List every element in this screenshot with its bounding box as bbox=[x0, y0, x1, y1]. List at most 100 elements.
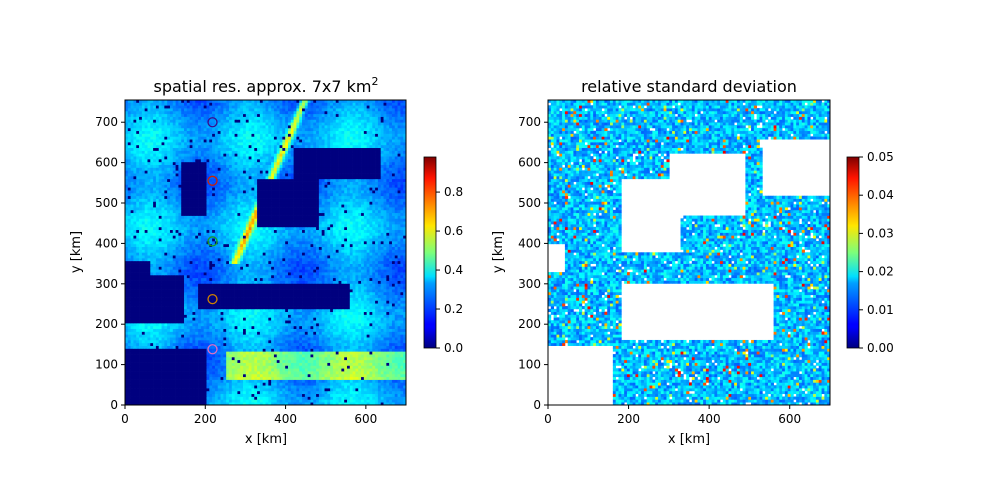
heatmap-cell bbox=[397, 342, 401, 346]
heatmap-cell bbox=[248, 334, 252, 338]
heatmap-cell bbox=[150, 277, 154, 281]
heatmap-cell bbox=[243, 362, 247, 366]
heatmap-cell bbox=[355, 373, 359, 378]
heatmap-cell bbox=[186, 269, 190, 273]
heatmap-cell bbox=[226, 382, 230, 386]
heatmap-cell bbox=[372, 283, 376, 287]
heatmap-cell bbox=[361, 325, 365, 329]
heatmap-cell bbox=[203, 294, 207, 298]
chart-title-left: spatial res. approx. 7x7 km2 bbox=[154, 75, 379, 96]
heatmap-cell bbox=[167, 342, 171, 346]
heatmap-cell bbox=[209, 331, 213, 335]
heatmap-cell bbox=[169, 320, 174, 324]
heatmap-cell bbox=[231, 354, 235, 358]
heatmap-cell bbox=[302, 399, 306, 403]
heatmap-cell bbox=[164, 263, 168, 267]
heatmap-cell bbox=[164, 272, 168, 276]
heatmap-cell bbox=[212, 274, 216, 279]
heatmap-cell bbox=[172, 339, 176, 344]
heatmap-cell bbox=[181, 339, 185, 344]
heatmap-cell bbox=[307, 277, 311, 281]
heatmap-cell bbox=[212, 272, 216, 276]
heatmap-cell bbox=[243, 337, 247, 341]
heatmap-cell bbox=[158, 291, 162, 296]
heatmap-cell bbox=[389, 339, 393, 344]
heatmap-cell bbox=[169, 354, 174, 358]
heatmap-cell bbox=[386, 345, 390, 349]
heatmap-cell bbox=[257, 300, 261, 304]
heatmap-cell bbox=[206, 274, 210, 279]
heatmap-cell bbox=[203, 371, 207, 375]
heatmap-cell bbox=[139, 339, 143, 344]
heatmap-cell bbox=[293, 300, 297, 304]
heatmap-cell bbox=[136, 371, 140, 375]
heatmap-cell bbox=[273, 337, 278, 341]
heatmap-cell bbox=[226, 356, 230, 361]
heatmap-cell bbox=[397, 345, 401, 349]
heatmap-cell bbox=[217, 345, 221, 349]
heatmap-cell bbox=[389, 274, 393, 279]
heatmap-cell bbox=[251, 342, 255, 346]
heatmap-cell bbox=[394, 382, 398, 386]
heatmap-cell bbox=[209, 362, 213, 366]
heatmap-cell bbox=[310, 308, 314, 313]
heatmap-cell bbox=[296, 339, 300, 344]
heatmap-cell bbox=[310, 320, 314, 324]
heatmap-cell bbox=[304, 334, 308, 338]
heatmap-cell bbox=[125, 399, 129, 403]
heatmap-cell bbox=[268, 314, 272, 318]
heatmap-cell bbox=[290, 283, 294, 287]
heatmap-cell bbox=[200, 337, 205, 341]
heatmap-cell bbox=[324, 274, 328, 279]
heatmap-cell bbox=[259, 388, 264, 392]
heatmap-cell bbox=[184, 393, 188, 397]
heatmap-cell bbox=[389, 345, 393, 349]
heatmap-cell bbox=[133, 297, 137, 301]
heatmap-cell bbox=[369, 362, 373, 366]
heatmap-cell bbox=[237, 356, 241, 361]
heatmap-cell bbox=[313, 269, 317, 273]
heatmap-cell bbox=[237, 339, 241, 344]
heatmap-cell bbox=[363, 359, 368, 363]
heatmap-cell bbox=[245, 365, 249, 369]
heatmap-cell bbox=[136, 385, 140, 389]
heatmap-cell bbox=[355, 382, 359, 386]
heatmap-cell bbox=[316, 365, 320, 369]
heatmap-cell bbox=[330, 283, 334, 287]
heatmap-cell bbox=[164, 320, 168, 324]
heatmap-cell bbox=[403, 345, 406, 349]
heatmap-cell bbox=[394, 365, 398, 369]
heatmap-cell bbox=[127, 325, 131, 329]
heatmap-cell bbox=[155, 300, 160, 304]
heatmap-cell bbox=[259, 371, 264, 375]
heatmap-cell bbox=[189, 390, 193, 395]
heatmap-cell bbox=[318, 328, 323, 332]
heatmap-cell bbox=[141, 297, 146, 301]
heatmap-cell bbox=[141, 345, 146, 349]
heatmap-cell bbox=[161, 311, 165, 315]
heatmap-cell bbox=[150, 328, 154, 332]
heatmap-cell bbox=[375, 373, 379, 378]
heatmap-cell bbox=[175, 283, 179, 287]
heatmap-cell bbox=[358, 286, 362, 290]
heatmap-cell bbox=[344, 263, 348, 267]
heatmap-cell bbox=[231, 373, 235, 378]
heatmap-cell bbox=[133, 266, 137, 270]
heatmap-cell bbox=[189, 308, 193, 313]
heatmap-cell bbox=[167, 331, 171, 335]
heatmap-cell bbox=[189, 359, 193, 363]
heatmap-cell bbox=[226, 354, 230, 358]
heatmap-cell bbox=[344, 325, 348, 329]
heatmap-cell bbox=[195, 311, 199, 315]
heatmap-cell bbox=[265, 303, 269, 307]
heatmap-cell bbox=[161, 388, 165, 392]
heatmap-cell bbox=[375, 396, 379, 400]
heatmap-cell bbox=[125, 342, 129, 346]
heatmap-cell bbox=[285, 345, 289, 349]
heatmap-cell bbox=[330, 351, 334, 355]
heatmap-cell bbox=[164, 368, 168, 372]
heatmap-cell bbox=[226, 294, 230, 298]
heatmap-cell bbox=[130, 289, 134, 293]
heatmap-cell bbox=[133, 269, 137, 273]
heatmap-cell bbox=[271, 388, 275, 392]
